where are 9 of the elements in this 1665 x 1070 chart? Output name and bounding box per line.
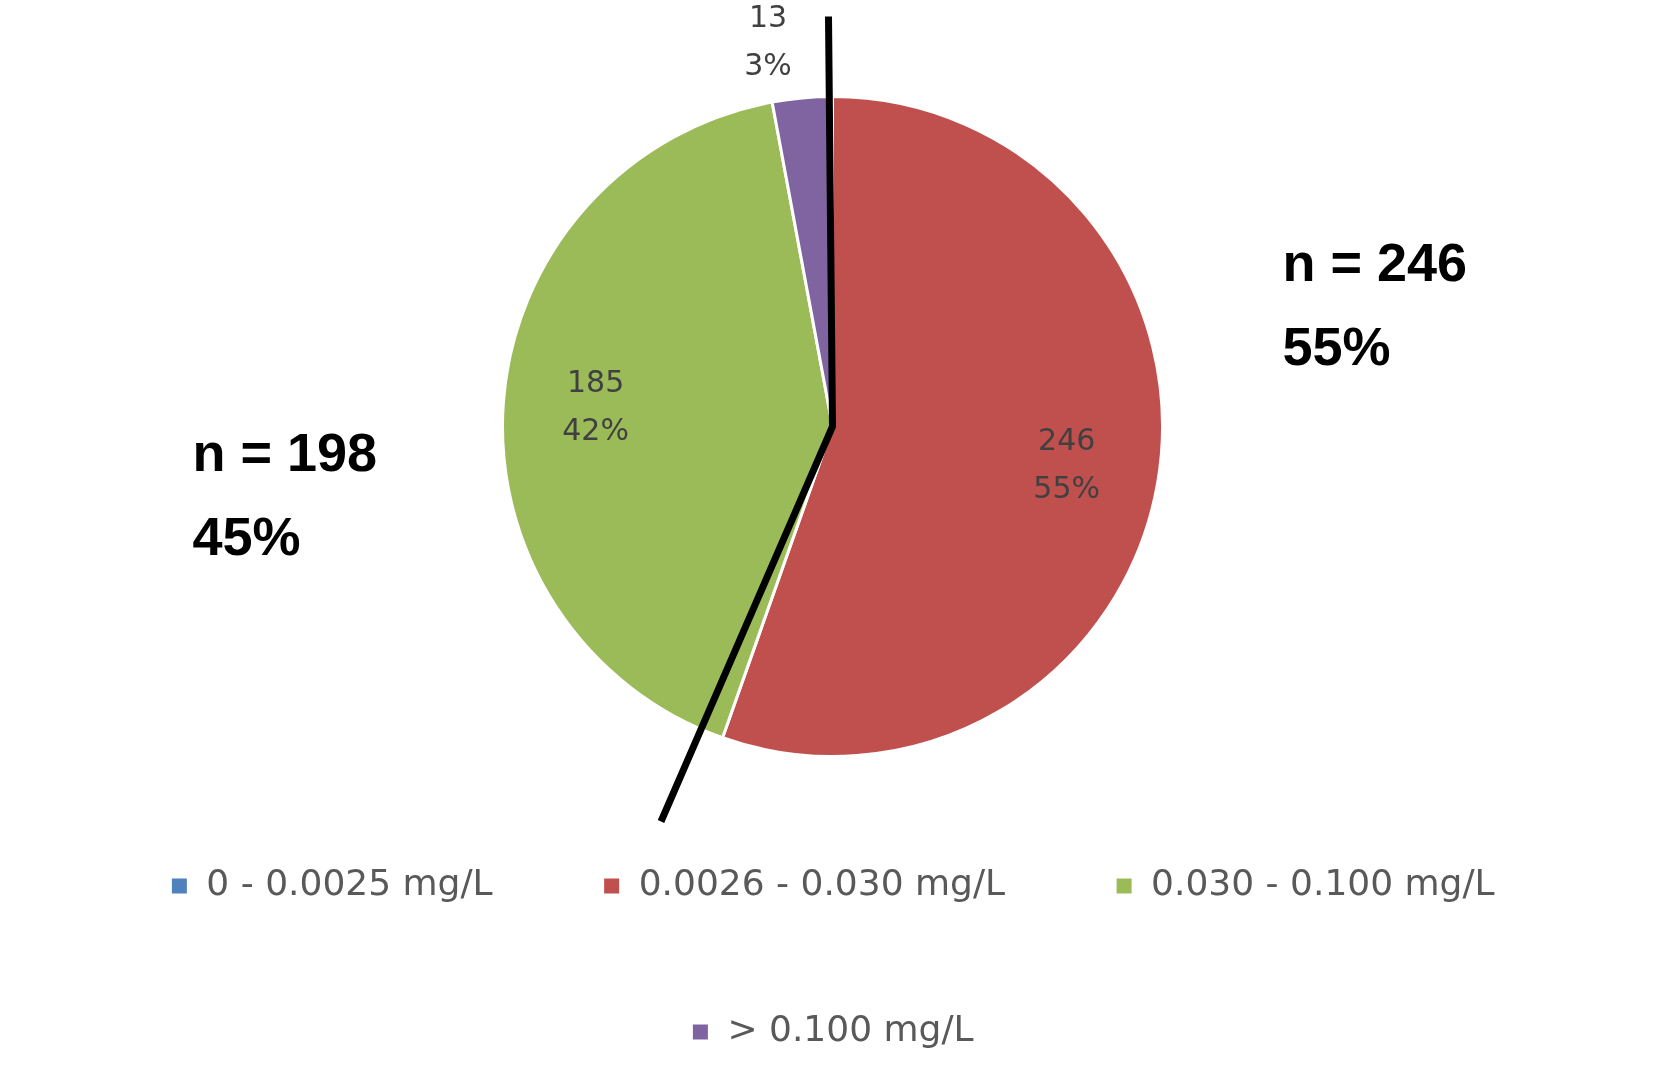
data-label: 185 42% <box>562 363 629 447</box>
text: n = 246 55% <box>1282 232 1468 377</box>
legend-label: > 0.100 mg/L <box>727 1008 974 1050</box>
legend-label: 0 - 0.0025 mg/L <box>206 862 493 904</box>
legend-label: 0.0026 - 0.030 mg/L <box>638 862 1006 904</box>
data-label: 13 3% <box>744 0 792 82</box>
text: n = 198 45% <box>192 422 378 567</box>
data-label: 246 55% <box>1033 422 1101 506</box>
legend-label: 0.030 - 0.100 mg/L <box>1151 862 1495 904</box>
